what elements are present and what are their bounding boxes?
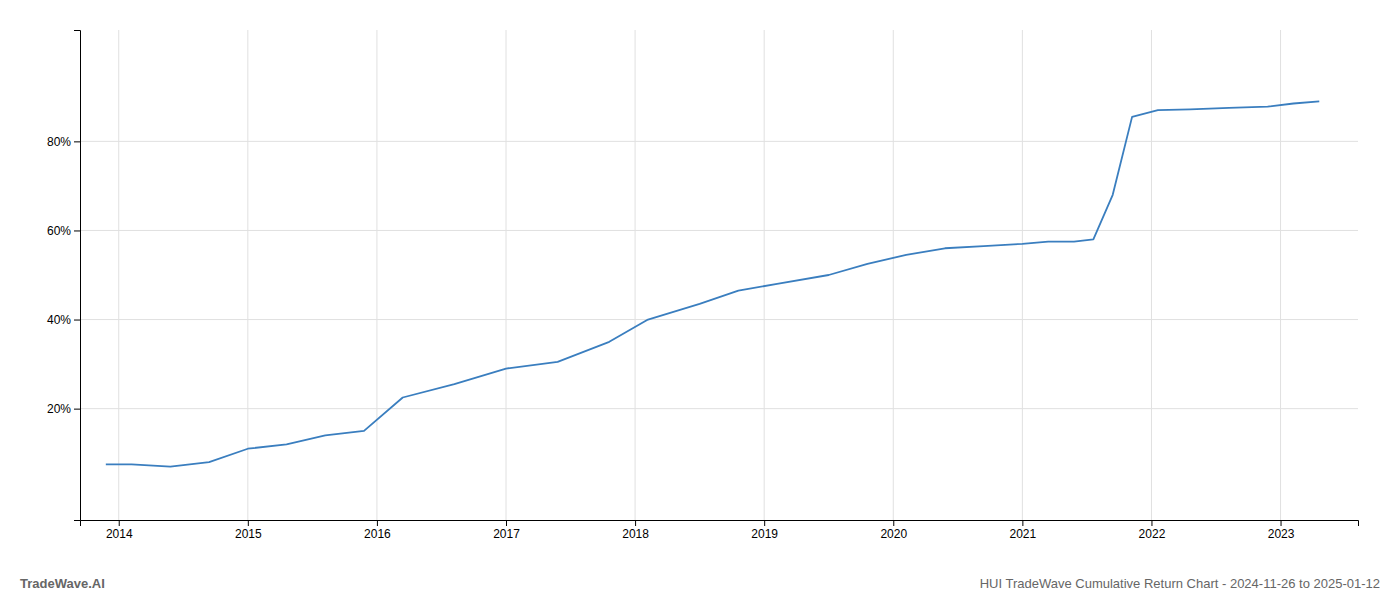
tick-label: 2014 <box>106 527 133 541</box>
tick: 2014 <box>106 520 133 541</box>
tick-mark <box>119 520 120 526</box>
x-axis: 2014 2015 2016 2017 2018 2019 2020 2021 2022 2023 <box>81 520 1359 541</box>
grid-line-x <box>506 30 507 520</box>
tick: 60% <box>47 224 80 238</box>
grid-line-x <box>1151 30 1152 520</box>
tick-mark <box>74 230 80 231</box>
tick: 2020 <box>880 520 907 541</box>
tick-mark <box>1022 520 1023 526</box>
grid <box>80 30 1358 520</box>
axis-line <box>74 31 81 521</box>
grid-line-x <box>1022 30 1023 520</box>
tick: 20% <box>47 402 80 416</box>
tick-label: 2015 <box>235 527 262 541</box>
tick-mark <box>764 520 765 526</box>
tick: 2023 <box>1268 520 1295 541</box>
annotation: TradeWave.AI <box>20 576 105 591</box>
plot-area <box>106 101 1319 466</box>
tick-label: 2022 <box>1139 527 1166 541</box>
grid-line-x <box>635 30 636 520</box>
tick-label: 2017 <box>493 527 520 541</box>
y-axis: 20% 40% 60% 80% <box>47 31 81 521</box>
tick: 2016 <box>364 520 391 541</box>
tick-mark <box>506 520 507 526</box>
axis-line <box>81 521 1359 527</box>
annotation: HUI TradeWave Cumulative Return Chart - … <box>980 576 1380 591</box>
grid-line-y <box>80 408 1358 409</box>
grid-line-y <box>80 230 1358 231</box>
tick-label: 2016 <box>364 527 391 541</box>
grid-line-x <box>893 30 894 520</box>
tick-mark <box>377 520 378 526</box>
grid-line-x <box>376 30 377 520</box>
tick-mark <box>248 520 249 526</box>
tick: 2017 <box>493 520 520 541</box>
tick-label: 20% <box>47 402 71 416</box>
tick-mark <box>635 520 636 526</box>
annotations: TradeWave.AI HUI TradeWave Cumulative Ret… <box>20 576 1380 591</box>
tick: 2019 <box>751 520 778 541</box>
tick-mark <box>893 520 894 526</box>
chart: 2014 2015 2016 2017 2018 2019 2020 2021 2022 2023… <box>0 0 1400 600</box>
tick-label: 2018 <box>622 527 649 541</box>
tick-label: 2023 <box>1268 527 1295 541</box>
tick: 2021 <box>1010 520 1037 541</box>
tick-label: 80% <box>47 135 71 149</box>
grid-line-x <box>764 30 765 520</box>
tick-label: 2021 <box>1010 527 1037 541</box>
tick-label: 2020 <box>880 527 907 541</box>
grid-line-y <box>80 319 1358 320</box>
tick: 2015 <box>235 520 262 541</box>
grid-line-x <box>247 30 248 520</box>
grid-line-x <box>118 30 119 520</box>
tick-mark <box>1281 520 1282 526</box>
tick-mark <box>74 320 80 321</box>
tick-mark <box>1151 520 1152 526</box>
line <box>106 101 1319 466</box>
tick-mark <box>74 409 80 410</box>
grid-line-y <box>80 141 1358 142</box>
tick-label: 2019 <box>751 527 778 541</box>
tick: 2018 <box>622 520 649 541</box>
tick: 40% <box>47 313 80 327</box>
tick: 80% <box>47 135 80 149</box>
tick: 2022 <box>1139 520 1166 541</box>
tick-label: 40% <box>47 313 71 327</box>
grid-line-x <box>1280 30 1281 520</box>
tick-mark <box>74 141 80 142</box>
tick-label: 60% <box>47 224 71 238</box>
